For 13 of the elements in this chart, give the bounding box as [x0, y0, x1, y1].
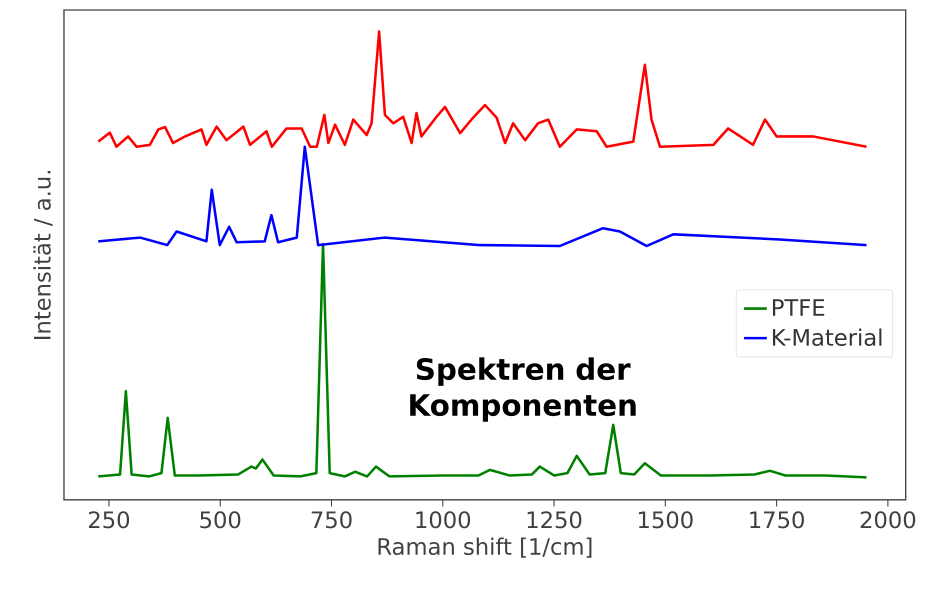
x-tick-label: 1250	[528, 511, 582, 528]
legend-label: PTFE	[772, 299, 824, 316]
x-tick-label: 1750	[750, 511, 804, 528]
x-tick-label: 1000	[416, 511, 470, 528]
legend-label: K-Material	[772, 328, 882, 346]
x-tick-label: 2000	[860, 511, 916, 528]
y-axis-title: Intensität / a.u.	[33, 170, 53, 339]
x-axis-title: Raman shift [1/cm]	[378, 537, 592, 558]
annotation: Spektren der Komponenten	[410, 357, 636, 422]
x-tick-label: 500	[200, 511, 240, 528]
x-tick-label: 250	[88, 511, 130, 528]
x-tick-label: 750	[312, 511, 352, 528]
x-tick-label: 1500	[638, 511, 693, 528]
